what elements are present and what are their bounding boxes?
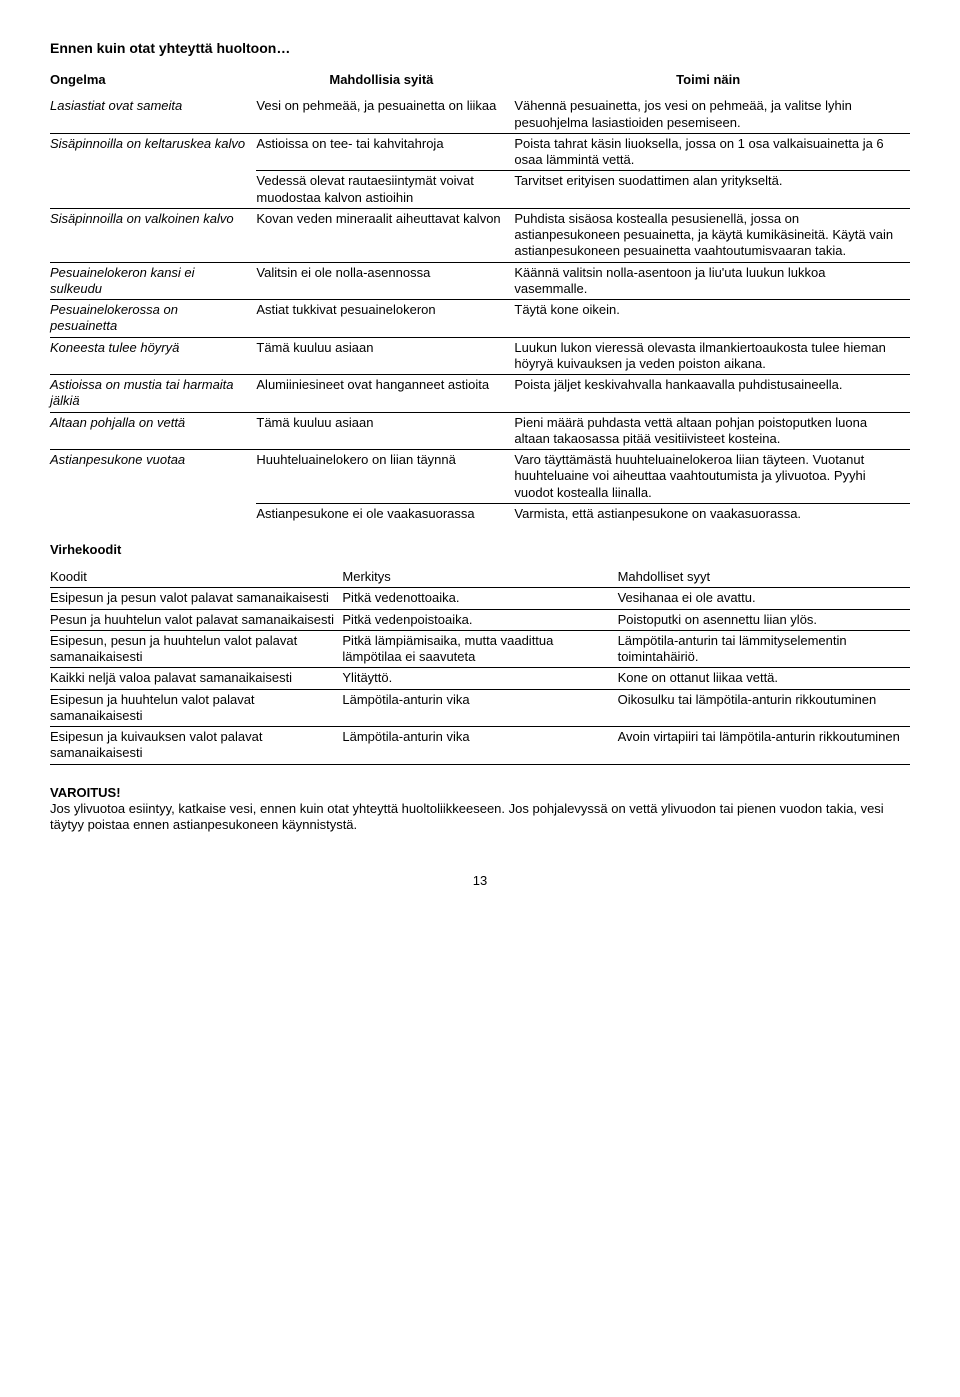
table-row-possible: Oikosulku tai lämpötila-anturin rikkoutu… (618, 689, 910, 727)
table-row-action: Varmista, että astianpesukone on vaakasu… (514, 503, 910, 524)
table-row-meaning: Pitkä vedenpoistoaika. (342, 609, 617, 630)
table-row-problem: Koneesta tulee höyryä (50, 337, 256, 375)
table-row-meaning: Lämpötila-anturin vika (342, 727, 617, 765)
table-row-problem: Lasiastiat ovat sameita (50, 96, 256, 133)
table-row-cause: Tämä kuuluu asiaan (256, 337, 514, 375)
table-row-action: Poista jäljet keskivahvalla hankaavalla … (514, 375, 910, 413)
table-row-possible: Poistoputki on asennettu liian ylös. (618, 609, 910, 630)
table-row-cause: Astiat tukkivat pesuainelokeron (256, 300, 514, 338)
table-row-cause: Huuhteluainelokero on liian täynnä (256, 450, 514, 504)
page-number: 13 (50, 873, 910, 888)
warning-block: VAROITUS! Jos ylivuotoa esiintyy, katkai… (50, 785, 910, 834)
table-row-action: Poista tahrat käsin liuoksella, jossa on… (514, 133, 910, 171)
th-possible-causes: Mahdolliset syyt (618, 567, 910, 588)
table-row-meaning: Lämpötila-anturin vika (342, 689, 617, 727)
error-codes-table: Koodit Merkitys Mahdolliset syyt Esipesu… (50, 567, 910, 765)
table-row-possible: Kone on ottanut liikaa vettä. (618, 668, 910, 689)
table-row-code: Esipesun ja huuhtelun valot palavat sama… (50, 689, 342, 727)
table-row-problem (50, 171, 256, 209)
table-row-action: Täytä kone oikein. (514, 300, 910, 338)
table-row-cause: Astianpesukone ei ole vaakasuorassa (256, 503, 514, 524)
table-row-meaning: Ylitäyttö. (342, 668, 617, 689)
table-row-action: Puhdista sisäosa kostealla pesusienellä,… (514, 208, 910, 262)
table-row-meaning: Pitkä vedenottoaika. (342, 588, 617, 609)
table-row-code: Esipesun, pesun ja huuhtelun valot palav… (50, 630, 342, 668)
table-row-action: Vähennä pesuainetta, jos vesi on pehmeää… (514, 96, 910, 133)
table-row-action: Tarvitset erityisen suodattimen alan yri… (514, 171, 910, 209)
table-row-cause: Kovan veden mineraalit aiheuttavat kalvo… (256, 208, 514, 262)
table-row-problem: Sisäpinnoilla on valkoinen kalvo (50, 208, 256, 262)
table-row-problem: Sisäpinnoilla on keltaruskea kalvo (50, 133, 256, 171)
th-codes: Koodit (50, 567, 342, 588)
table-row-problem (50, 503, 256, 524)
table-row-code: Esipesun ja pesun valot palavat samanaik… (50, 588, 342, 609)
table-row-problem: Pesuainelokerossa on pesuainetta (50, 300, 256, 338)
table-row-problem: Pesuainelokeron kansi ei sulkeudu (50, 262, 256, 300)
table-row-action: Pieni määrä puhdasta vettä altaan pohjan… (514, 412, 910, 450)
table-row-possible: Avoin virtapiiri tai lämpötila-anturin r… (618, 727, 910, 765)
troubleshooting-table: Ongelma Mahdollisia syitä Toimi näin Las… (50, 70, 910, 524)
table-row-action: Käännä valitsin nolla-asentoon ja liu'ut… (514, 262, 910, 300)
table-row-action: Luukun lukon vieressä olevasta ilmankier… (514, 337, 910, 375)
table-row-cause: Vesi on pehmeää, ja pesuainetta on liika… (256, 96, 514, 133)
page-title: Ennen kuin otat yhteyttä huoltoon… (50, 40, 910, 56)
table-row-problem: Astioissa on mustia tai harmaita jälkiä (50, 375, 256, 413)
table-row-cause: Vedessä olevat rautaesiintymät voivat mu… (256, 171, 514, 209)
th-action: Toimi näin (514, 70, 910, 96)
warning-label: VAROITUS! (50, 785, 121, 800)
table-row-code: Esipesun ja kuivauksen valot palavat sam… (50, 727, 342, 765)
table-row-possible: Lämpötila-anturin tai lämmityselementin … (618, 630, 910, 668)
table-row-code: Pesun ja huuhtelun valot palavat samanai… (50, 609, 342, 630)
table-row-cause: Alumiiniesineet ovat hanganneet astioita (256, 375, 514, 413)
table-row-problem: Astianpesukone vuotaa (50, 450, 256, 504)
th-meaning: Merkitys (342, 567, 617, 588)
table-row-meaning: Pitkä lämpiämisaika, mutta vaadittua läm… (342, 630, 617, 668)
warning-text: Jos ylivuotoa esiintyy, katkaise vesi, e… (50, 801, 884, 832)
th-causes: Mahdollisia syitä (256, 70, 514, 96)
table-row-action: Varo täyttämästä huuhteluainelokeroa lii… (514, 450, 910, 504)
table-row-code: Kaikki neljä valoa palavat samanaikaises… (50, 668, 342, 689)
table-row-cause: Astioissa on tee- tai kahvitahroja (256, 133, 514, 171)
th-problem: Ongelma (50, 70, 256, 96)
table-row-cause: Valitsin ei ole nolla-asennossa (256, 262, 514, 300)
table-row-cause: Tämä kuuluu asiaan (256, 412, 514, 450)
table-row-problem: Altaan pohjalla on vettä (50, 412, 256, 450)
section-error-codes: Virhekoodit (50, 542, 910, 557)
table-row-possible: Vesihanaa ei ole avattu. (618, 588, 910, 609)
